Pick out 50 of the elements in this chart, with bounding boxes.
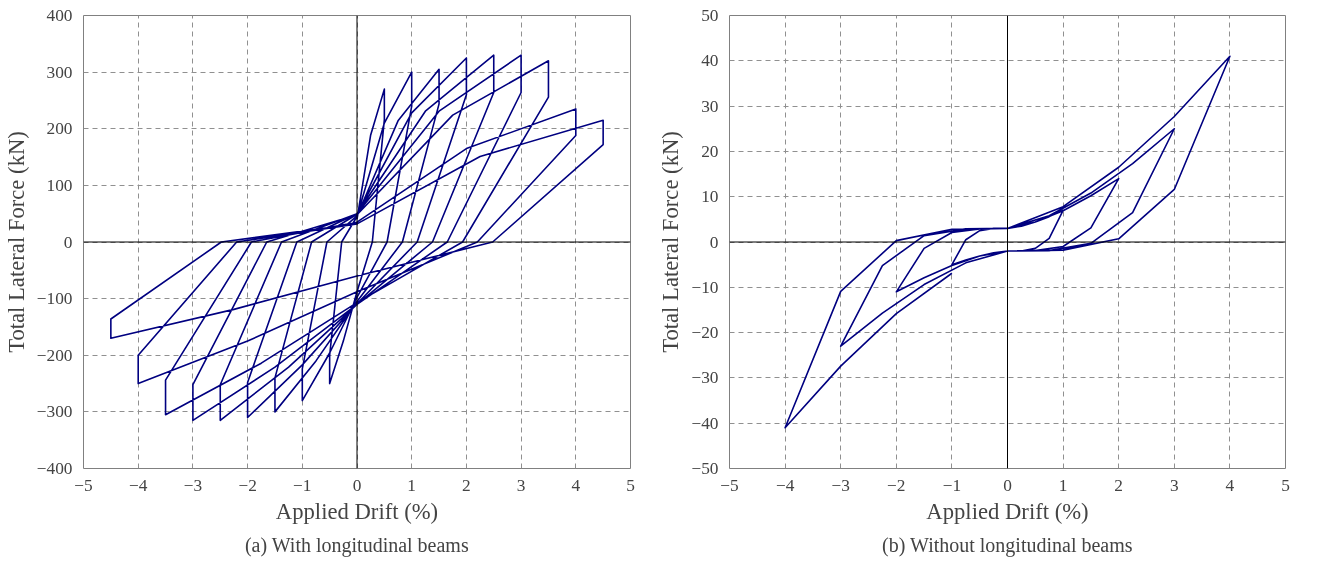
x-axis-title: Applied Drift (%) (275, 498, 439, 524)
x-tick-label: 1 (1058, 475, 1068, 495)
y-tick-label: −20 (691, 323, 719, 343)
x-tick-label: −5 (74, 475, 93, 495)
x-tick-label: 4 (1225, 475, 1235, 495)
x-tick-label: 0 (352, 475, 362, 495)
y-tick-label: −200 (36, 345, 73, 365)
x-tick-label: −2 (238, 475, 257, 495)
line-series (784, 55, 1231, 429)
line-series (110, 54, 604, 422)
x-tick-label: 0 (1003, 475, 1012, 495)
y-tick-label: 20 (701, 141, 719, 161)
x-tick-label: −3 (831, 475, 850, 495)
x-tick-label: 2 (1114, 475, 1124, 495)
y-tick-label: −40 (691, 413, 719, 433)
x-tick-label: 3 (1169, 475, 1179, 495)
y-tick-label: −100 (36, 289, 73, 309)
x-tick-label: 5 (626, 475, 635, 495)
y-tick-label: −400 (36, 459, 73, 478)
y-tick-label: 0 (709, 232, 719, 252)
y-tick-label: −10 (691, 277, 719, 297)
y-tick-label: −50 (691, 459, 719, 478)
x-tick-label: −4 (775, 475, 795, 495)
x-tick-label: 1 (407, 475, 417, 495)
x-axis-title: Applied Drift (%) (926, 498, 1089, 524)
text: (b) Without longitudinal beams (882, 533, 1133, 557)
x-tick-label: −1 (293, 475, 312, 495)
x-tick-label: 5 (1281, 475, 1290, 495)
y-tick-label: 10 (701, 187, 719, 207)
y-tick-label: 300 (46, 62, 73, 82)
x-tick-label: 2 (462, 475, 471, 495)
x-tick-label: 3 (516, 475, 526, 495)
x-tick-label: −3 (183, 475, 203, 495)
y-axis-title: Total Lateral Force (kN) (658, 131, 684, 353)
y-tick-label: 50 (701, 6, 719, 25)
y-tick-label: 40 (701, 51, 719, 71)
x-tick-label: −2 (887, 475, 906, 495)
y-tick-label: −300 (36, 402, 73, 422)
x-tick-label: −5 (720, 475, 739, 495)
text: (a) With longitudinal beams (244, 533, 469, 557)
x-tick-label: 4 (571, 475, 581, 495)
y-tick-label: −30 (691, 368, 719, 388)
y-tick-label: 100 (46, 175, 73, 195)
x-tick-label: −1 (942, 475, 962, 495)
y-axis-title: Total Lateral Force (kN) (3, 131, 29, 353)
y-tick-label: 400 (46, 6, 73, 25)
y-tick-label: 30 (701, 96, 719, 116)
y-tick-label: 0 (63, 232, 73, 252)
y-tick-label: 200 (46, 119, 73, 139)
x-tick-label: −4 (128, 475, 148, 495)
